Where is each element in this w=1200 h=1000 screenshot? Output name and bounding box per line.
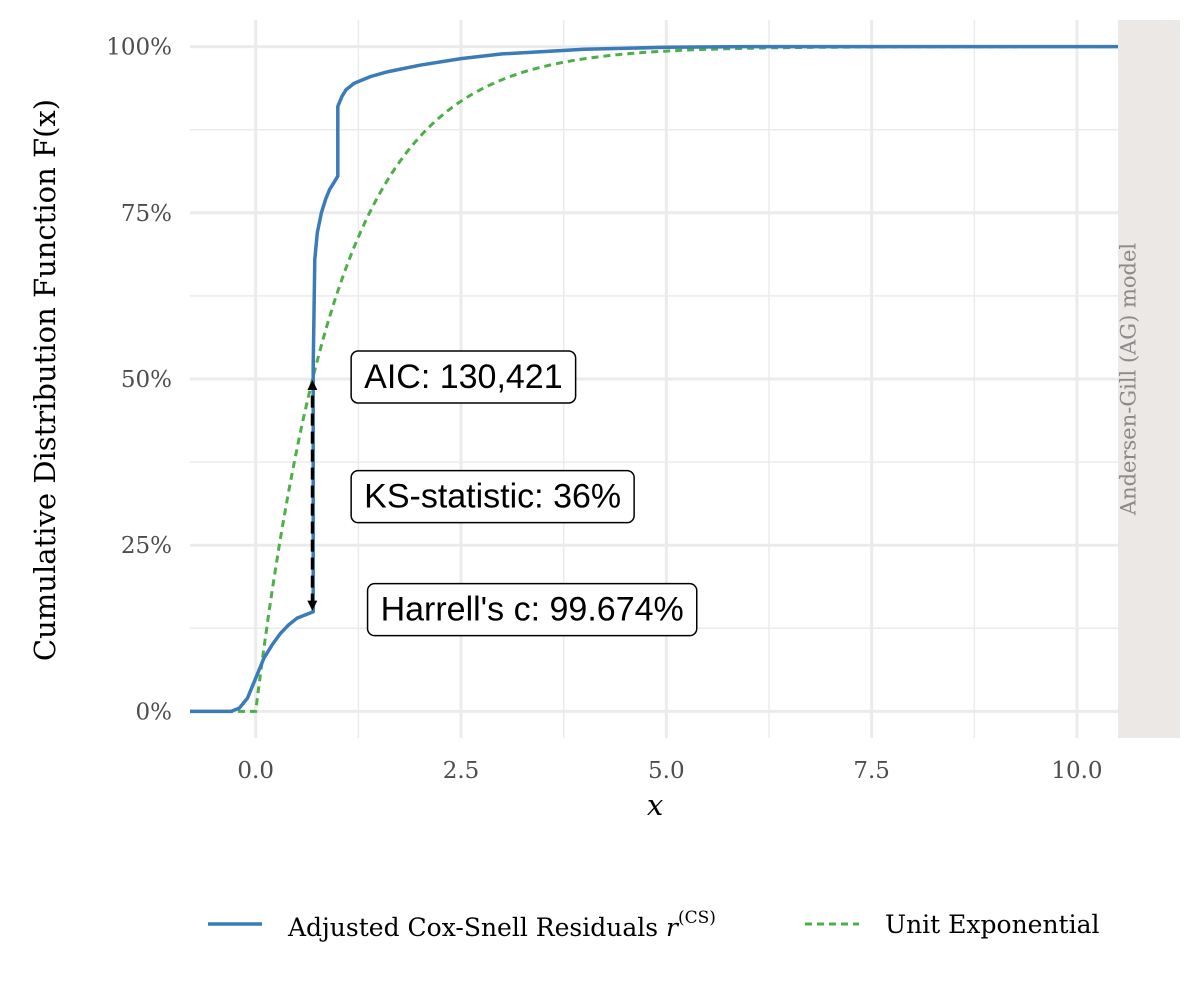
facet-strip: [1118, 20, 1180, 738]
annotation-harrell-text: Harrell's c: 99.674%: [381, 591, 684, 629]
y-tick-label: 75%: [121, 201, 172, 227]
annotation-aic-text: AIC: 130,421: [364, 358, 562, 396]
legend-label-cox-snell: Adjusted Cox-Snell Residuals r(CS): [287, 908, 716, 942]
legend-label-cox-snell-text: Adjusted Cox-Snell Residuals: [287, 913, 666, 942]
legend-label-cox-snell-math: r: [666, 913, 680, 942]
y-tick-label: 0%: [136, 699, 173, 725]
annotation-aic: AIC: 130,421: [350, 350, 577, 404]
annotation-harrell: Harrell's c: 99.674%: [366, 582, 698, 637]
y-tick-label: 100%: [106, 35, 172, 61]
x-axis-ticks: 0.0 2.5 5.0 7.5 10.0: [237, 758, 1102, 784]
annotation-ks-text: KS-statistic: 36%: [364, 478, 621, 516]
legend-label-unit-exponential: Unit Exponential: [885, 910, 1100, 939]
x-tick-label: 7.5: [853, 758, 890, 784]
annotation-ks-box: [350, 469, 635, 524]
y-axis-title: Cumulative Distribution Function F(x): [28, 99, 62, 661]
cox-snell-residuals-line: [190, 44, 1118, 714]
facet-strip-label: Andersen-Gill (AG) model: [1117, 243, 1141, 516]
x-tick-label: 5.0: [648, 758, 685, 784]
x-tick-label: 10.0: [1051, 758, 1102, 784]
y-tick-label: 50%: [121, 367, 172, 393]
legend: Adjusted Cox-Snell Residuals r(CS) Unit …: [208, 908, 1100, 942]
x-tick-label: 2.5: [443, 758, 480, 784]
x-axis-title: x: [647, 788, 663, 822]
y-axis-ticks: 0% 25% 50% 75% 100%: [106, 35, 172, 726]
annotation-ks: KS-statistic: 36%: [350, 469, 635, 524]
annotation-aic-box: [350, 350, 577, 404]
x-tick-label: 0.0: [237, 758, 274, 784]
legend-label-cox-snell-sup: (CS): [678, 908, 716, 928]
y-tick-label: 25%: [121, 533, 172, 559]
annotation-harrell-box: [366, 582, 698, 637]
